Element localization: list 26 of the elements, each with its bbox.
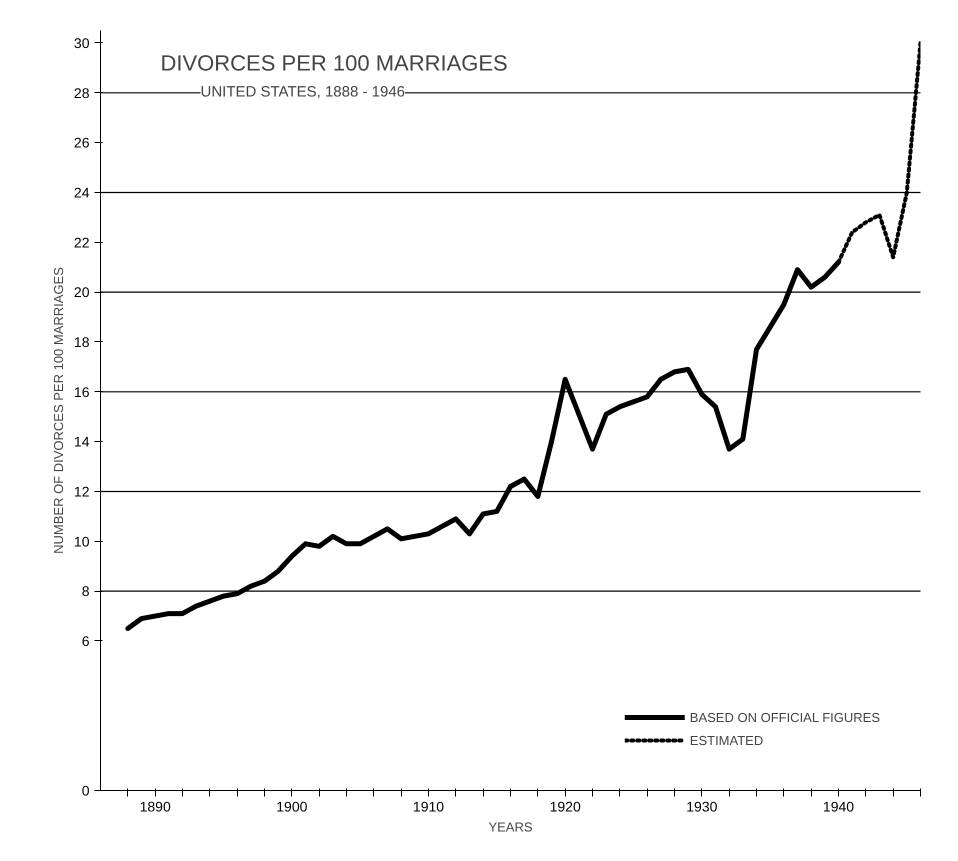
- y-tick-label: 0: [82, 782, 90, 798]
- x-tick-label: 1940: [822, 798, 854, 814]
- text: DIVORCES PER 100 MARRIAGES: [160, 50, 508, 76]
- legend-label: ESTIMATED: [690, 732, 764, 748]
- x-axis-title: YEARS: [488, 820, 533, 834]
- y-tick-label: 24: [74, 184, 90, 200]
- y-tick-label: 14: [74, 434, 90, 450]
- y-tick-label: 10: [74, 533, 90, 550]
- y-tick-label: 26: [74, 134, 90, 151]
- y-tick-label: 8: [82, 583, 90, 600]
- y-tick-label: 28: [74, 84, 90, 101]
- y-tick-label: 30: [74, 34, 90, 51]
- x-tick-label: 1930: [686, 798, 718, 814]
- text: UNITED STATES, 1888 - 1946: [200, 84, 406, 100]
- y-axis-title: NUMBER OF DIVORCES PER 100 MARRIAGES: [50, 266, 66, 554]
- y-tick-label: 18: [74, 334, 90, 350]
- x-tick-label: 1920: [550, 798, 581, 814]
- y-tick-label: 20: [74, 284, 90, 300]
- x-tick-label: 1910: [412, 798, 444, 814]
- x-tick-label: 1900: [276, 798, 308, 814]
- y-tick-label: 22: [74, 234, 90, 250]
- y-tick-label: 6: [82, 632, 90, 649]
- legend-label: BASED ON OFFICIAL FIGURES: [690, 710, 880, 724]
- y-tick-label: 16: [74, 384, 90, 400]
- y-tick-label: 12: [74, 483, 90, 500]
- x-tick-label: 1890: [140, 798, 171, 814]
